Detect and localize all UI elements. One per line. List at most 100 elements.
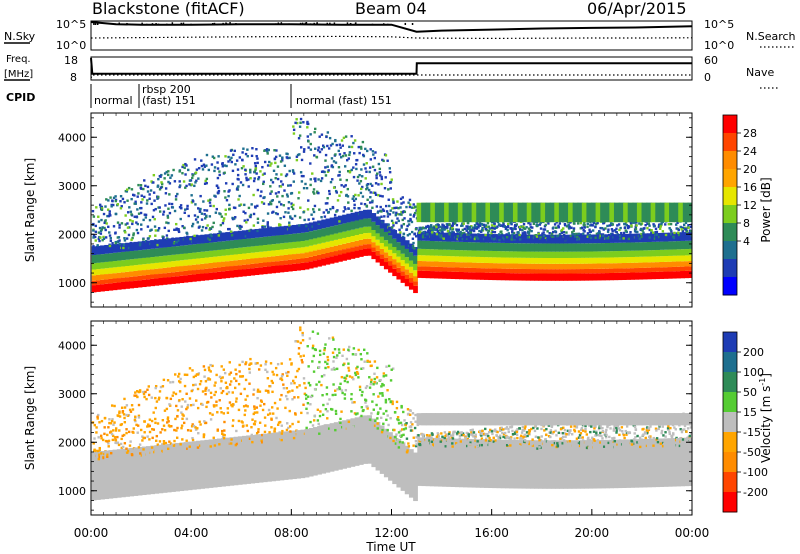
velocity-cell <box>624 429 627 433</box>
power-cell <box>195 168 199 171</box>
power-cell <box>331 178 334 181</box>
power-cell <box>324 202 328 205</box>
velocity-cell <box>481 429 484 433</box>
power-cell <box>108 267 114 274</box>
velocity-cell <box>302 354 305 357</box>
power-cell <box>630 272 635 280</box>
velocity-cell <box>580 427 584 430</box>
velocity-cell <box>484 440 487 443</box>
velocity-cell <box>154 406 157 410</box>
power-cell <box>112 196 116 200</box>
power-cell <box>503 235 507 238</box>
power-cell <box>333 233 339 240</box>
velocity-cell <box>204 421 208 425</box>
velocity-cell <box>469 433 472 436</box>
power-cell <box>337 232 343 239</box>
power-cell <box>450 267 456 272</box>
velocity-cell <box>400 442 404 446</box>
power-cell <box>197 238 200 241</box>
power-cell <box>367 218 372 227</box>
power-cell <box>534 269 539 274</box>
velocity-cell <box>547 435 551 438</box>
velocity-cell <box>430 440 434 443</box>
velocity-cell <box>590 425 593 428</box>
power-cell <box>292 224 297 234</box>
power-cell <box>492 272 498 281</box>
velocity-cell <box>341 354 344 357</box>
velocity-cell <box>353 401 356 404</box>
velocity-cell <box>388 432 393 481</box>
power-cell <box>235 159 239 162</box>
power-cell <box>143 195 146 199</box>
power-cell <box>300 258 306 263</box>
velocity-cell <box>270 406 274 409</box>
power-cell <box>479 250 485 258</box>
velocity-cell <box>539 439 543 442</box>
velocity-cell <box>638 436 642 439</box>
velocity-cell <box>513 431 517 434</box>
power-cell <box>348 145 351 149</box>
power-cell <box>525 263 531 270</box>
power-cell <box>655 233 659 236</box>
velocity-cell <box>527 432 531 435</box>
power-cell <box>669 233 673 236</box>
power-cell <box>250 268 256 276</box>
power-cell <box>613 263 619 269</box>
power-cell <box>658 227 662 230</box>
velocity-cell <box>92 457 96 460</box>
power-ytick-label: 2000 <box>58 228 86 241</box>
power-cell <box>207 199 210 202</box>
power-cell <box>358 210 364 220</box>
velocity-cell <box>304 386 307 390</box>
power-cell <box>257 176 261 179</box>
power-cell <box>463 227 466 231</box>
power-cell <box>94 239 97 242</box>
power-cell <box>503 225 506 228</box>
power-cell <box>367 209 372 219</box>
power-cell <box>563 257 569 264</box>
power-cell <box>679 225 682 229</box>
power-cell <box>417 266 423 271</box>
power-cell <box>396 200 399 203</box>
velocity-cell <box>285 428 289 432</box>
power-cell <box>244 168 247 172</box>
power-cell <box>627 225 631 229</box>
power-cell <box>563 251 569 258</box>
power-cell <box>413 263 418 271</box>
velocity-cell <box>239 392 243 396</box>
power-cell <box>216 256 222 263</box>
power-cell <box>471 256 477 263</box>
power-cell <box>111 199 114 203</box>
velocity-cell <box>216 438 222 488</box>
power-cell <box>592 243 598 252</box>
power-cell <box>371 184 374 187</box>
power-cell <box>296 263 302 271</box>
power-cell <box>205 209 209 212</box>
power-cell <box>296 153 300 157</box>
power-cell <box>561 235 564 239</box>
velocity-cell <box>218 399 221 402</box>
power-cell <box>341 144 345 147</box>
velocity-cell <box>264 363 267 366</box>
velocity-cell <box>607 441 610 445</box>
power-cell <box>217 191 220 195</box>
velocity-cell <box>248 367 251 371</box>
power-cell <box>388 230 391 234</box>
power-cell <box>184 173 187 176</box>
velocity-cell <box>98 455 101 459</box>
velocity-cell <box>397 431 401 434</box>
velocity-cell <box>587 436 590 440</box>
power-cell <box>484 242 489 251</box>
power-cell <box>254 166 258 170</box>
velocity-cell <box>351 376 354 379</box>
velocity-cell <box>185 417 189 421</box>
power-cell <box>112 244 118 253</box>
power-cell <box>441 223 444 226</box>
power-cell <box>555 269 560 274</box>
velocity-cell <box>272 373 275 376</box>
power-cell <box>448 223 451 226</box>
velocity-cell <box>510 441 513 444</box>
power-cell <box>563 238 567 241</box>
power-cell <box>660 222 663 225</box>
power-cell <box>146 249 151 258</box>
